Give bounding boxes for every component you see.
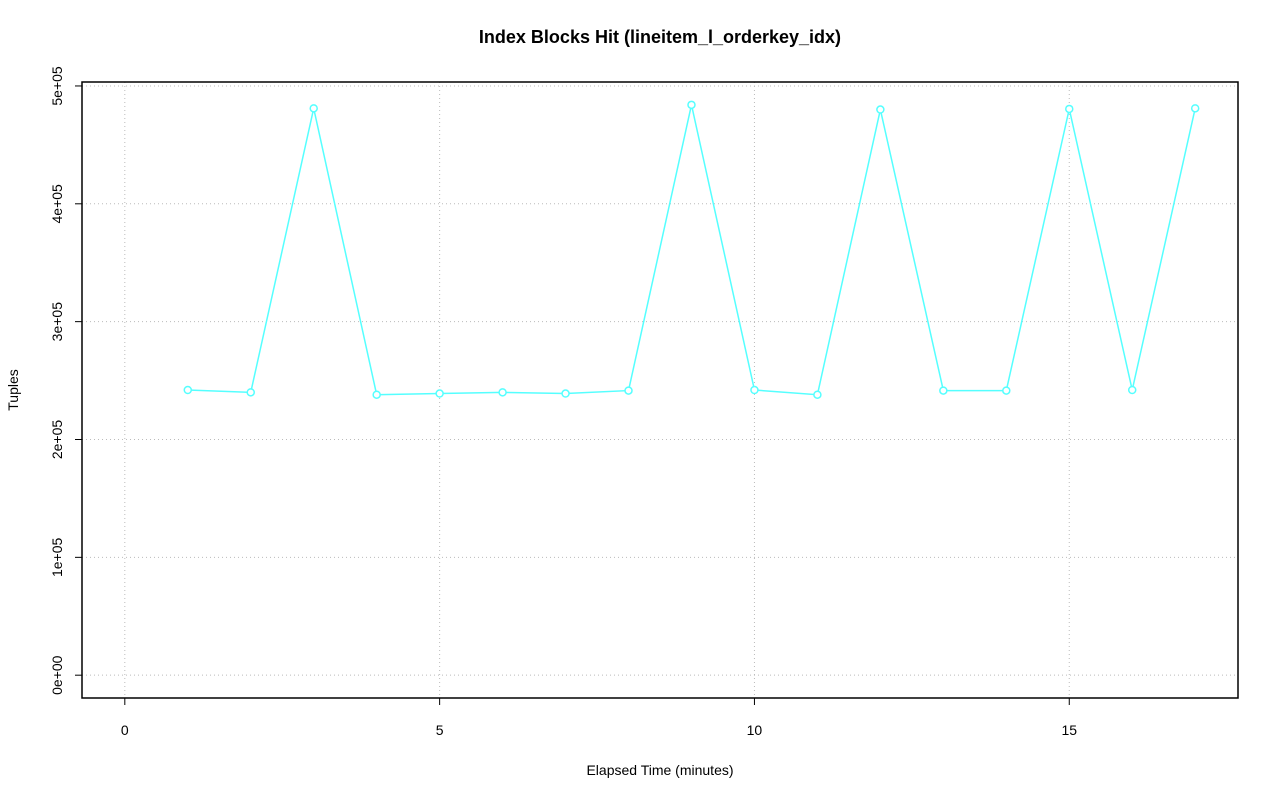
x-tick-label: 5 [436, 722, 444, 738]
data-point [624, 386, 633, 395]
data-point [309, 104, 318, 113]
data-point [876, 105, 885, 114]
data-point [372, 390, 381, 399]
data-point [435, 389, 444, 398]
chart-title: Index Blocks Hit (lineitem_l_orderkey_id… [479, 27, 841, 47]
x-axis-label: Elapsed Time (minutes) [586, 762, 733, 778]
data-point [939, 386, 948, 395]
y-axis-label: Tuples [5, 369, 21, 411]
data-point [561, 389, 570, 398]
data-point [813, 390, 822, 399]
data-point [750, 385, 759, 395]
data-point [498, 388, 507, 397]
data-point [687, 100, 696, 110]
x-tick-label: 0 [121, 722, 129, 738]
x-tick-label: 10 [747, 722, 763, 738]
y-tick-label: 1e+05 [49, 537, 65, 577]
y-tick-label: 3e+05 [49, 302, 65, 342]
plot-frame [81, 81, 1239, 699]
y-tick-label: 0e+00 [49, 655, 65, 695]
data-point [1002, 386, 1011, 395]
y-tick-label: 5e+05 [49, 66, 65, 106]
y-tick-label: 2e+05 [49, 420, 65, 460]
data-point [1065, 104, 1074, 114]
data-point [183, 385, 193, 395]
y-tick-label: 4e+05 [49, 184, 65, 224]
x-tick-label: 15 [1061, 722, 1077, 738]
data-point [246, 388, 255, 397]
data-point [1127, 385, 1137, 395]
data-point [1190, 104, 1200, 113]
